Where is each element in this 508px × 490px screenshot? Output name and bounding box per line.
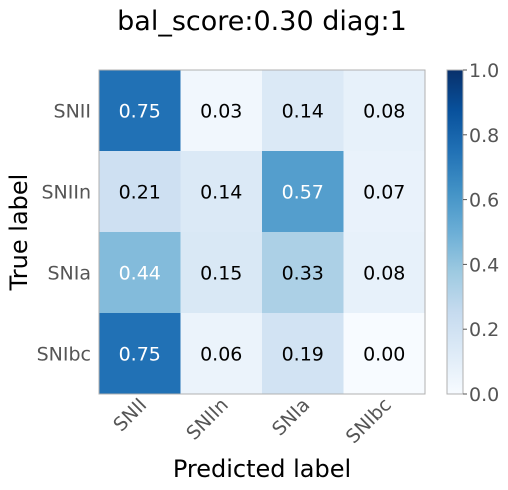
colorbar-tick-label: 0.0 [469,384,499,406]
colorbar-tick-label: 0.4 [469,254,499,276]
cell-value-label: 0.08 [363,263,405,285]
y-tick-label: SNIbc [37,344,91,366]
heatmap-cell [262,313,344,395]
colorbar-tick-labels: 0.0 0.2 0.4 0.6 0.8 1.0 [463,60,499,406]
x-axis-label: Predicted label [173,455,351,483]
colorbar [446,69,464,395]
y-tick-label: SNIIn [41,182,91,204]
cell-value-label: 0.75 [119,344,161,366]
cell-value-label: 0.00 [363,344,405,366]
x-tick-labels: SNII SNIIn SNIa SNIbc [109,394,396,448]
colorbar-tick-label: 0.6 [469,190,499,212]
heatmap-cell [262,70,344,152]
heatmap-cell [343,232,426,314]
heatmap-cell [99,70,181,152]
plot-frame [98,69,426,395]
x-tick-label: SNIa [268,394,314,440]
x-tick-label: SNII [109,394,151,436]
heatmap-cell-labels: 0.75 0.03 0.14 0.08 0.21 0.14 0.57 0.07 0.44 0.15… [119,101,406,366]
colorbar-tick-label: 1.0 [469,60,499,82]
heatmap-cell [262,151,344,233]
x-tick-label: SNIIn [182,394,233,445]
heatmap-cell [180,313,263,395]
heatmap-cells [99,70,426,395]
heatmap-cell [180,232,263,314]
cell-value-label: 0.14 [282,101,324,123]
heatmap-cell [343,313,426,395]
colorbar-tick-label: 0.8 [469,125,499,147]
y-tick-label: SNIa [47,263,91,285]
y-tick-label: SNII [54,101,91,123]
cell-value-label: 0.06 [200,344,242,366]
x-tick-label: SNIbc [342,394,396,448]
heatmap-cell [180,151,263,233]
cell-value-label: 0.14 [200,182,242,204]
cell-value-label: 0.44 [119,263,161,285]
heatmap-cell [180,70,263,152]
cell-value-label: 0.08 [363,101,405,123]
cell-value-label: 0.75 [119,101,161,123]
colorbar-tick-label: 0.2 [469,319,499,341]
cell-value-label: 0.57 [282,182,324,204]
chart-title: bal_score:0.30 diag:1 [117,6,407,37]
heatmap-cell [99,313,181,395]
y-tick-labels: SNII SNIIn SNIa SNIbc [37,101,91,366]
heatmap-cell [262,232,344,314]
cell-value-label: 0.21 [119,182,161,204]
cell-value-label: 0.33 [282,263,324,285]
heatmap-cell [343,70,426,152]
heatmap-cell [99,151,181,233]
cell-value-label: 0.15 [200,263,242,285]
cell-value-label: 0.03 [200,101,242,123]
y-axis-label: True label [5,174,33,292]
heatmap-cell [99,232,181,314]
cell-value-label: 0.19 [282,344,324,366]
heatmap-cell [343,151,426,233]
cell-value-label: 0.07 [363,182,405,204]
